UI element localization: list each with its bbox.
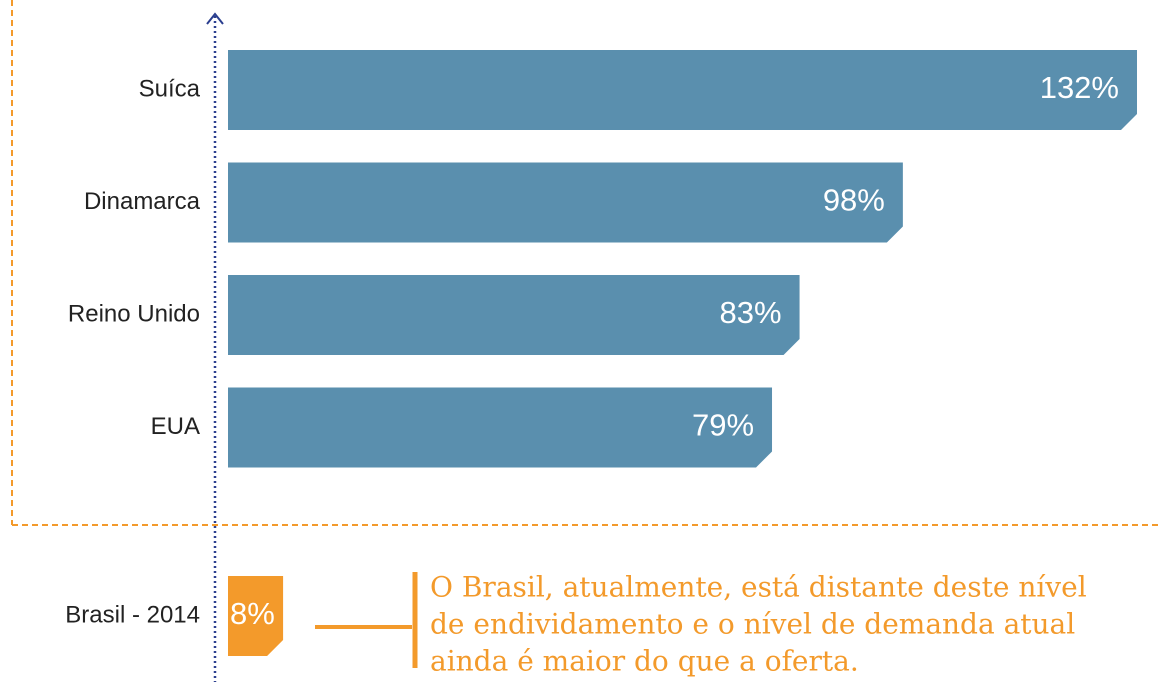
bar [228, 50, 1137, 130]
value-label: 79% [692, 408, 754, 443]
category-label: Suíca [139, 75, 201, 102]
axis-arrow [206, 12, 224, 25]
annotation-line: de endividamento e o nível de demanda at… [430, 608, 1075, 641]
value-label: 83% [720, 295, 782, 330]
value-label: 132% [1040, 70, 1119, 105]
bar [228, 162, 903, 243]
bar [228, 387, 773, 468]
value-label: 98% [823, 183, 885, 218]
value-label: 8% [230, 596, 275, 631]
bar [228, 576, 284, 656]
category-label: Dinamarca [84, 188, 201, 215]
category-label: Brasil - 2014 [65, 601, 200, 628]
bar [228, 275, 800, 355]
category-label: EUA [151, 413, 200, 440]
category-label: Reino Unido [68, 300, 200, 327]
annotation-line: O Brasil, atualmente, está distante dest… [430, 571, 1087, 604]
annotation-line: ainda é maior do que a oferta. [430, 645, 859, 678]
